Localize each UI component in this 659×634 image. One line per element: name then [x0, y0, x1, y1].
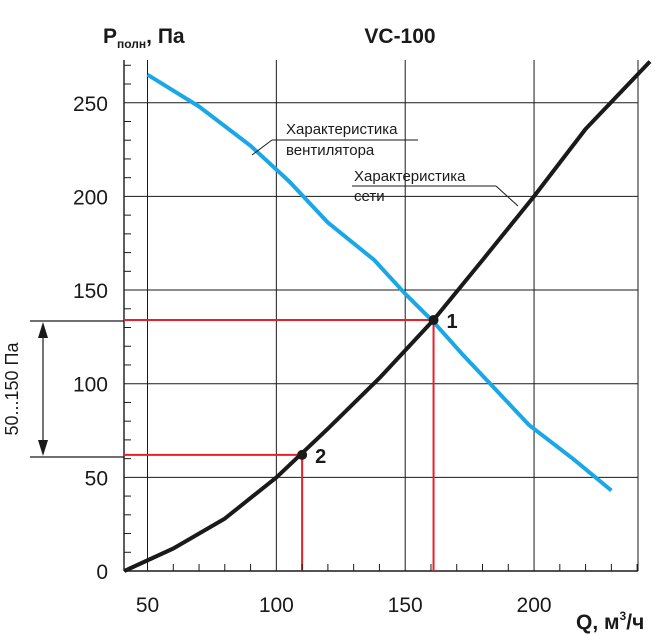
- range-arrow-down: [38, 440, 48, 456]
- network-curve-label: Характеристика сети: [354, 168, 470, 205]
- fan-curve-line: [146, 72, 613, 493]
- fan-curve-label-line2: вентилятора: [286, 142, 375, 159]
- range-arrow-up: [38, 322, 48, 338]
- range-label: 50...150 Па: [2, 342, 22, 436]
- y-axis-label-unit: , Па: [146, 25, 185, 48]
- y-tick-label: 200: [73, 186, 108, 209]
- y-tick-label: 50: [85, 467, 108, 490]
- x-axis-label: Q, м3/ч: [576, 609, 644, 634]
- operating-point-marker: [297, 449, 308, 460]
- x-tick-label: 50: [136, 594, 159, 617]
- network-curve-line: [123, 60, 652, 573]
- network-curve-label-line2: сети: [354, 188, 385, 205]
- operating-point-label: 2: [315, 446, 326, 468]
- y-tick-label: 100: [73, 374, 108, 397]
- chart-title: VC-100: [364, 25, 435, 48]
- x-axis-label-unit: /ч: [626, 611, 644, 634]
- x-tick-label: 100: [259, 594, 294, 617]
- y-axis-label-main: P: [103, 25, 117, 48]
- y-tick-label: 0: [96, 561, 108, 584]
- x-axis-label-main: Q, м: [576, 611, 620, 634]
- fan-label-leader: [251, 139, 273, 156]
- y-axis-label: Pполн, Па: [103, 25, 185, 51]
- operating-point-label: 1: [447, 311, 458, 333]
- x-tick-label: 200: [517, 594, 552, 617]
- network-curve-label-line1: Характеристика: [354, 168, 466, 185]
- operating-point-marker: [428, 315, 439, 326]
- y-axis-label-sub: полн: [117, 37, 146, 51]
- y-tick-label: 150: [73, 280, 108, 303]
- x-axis-label-sup: 3: [620, 609, 627, 623]
- fan-curve-label-line1: Характеристика: [286, 121, 398, 138]
- x-tick-label: 150: [388, 594, 423, 617]
- fan-curve-label: Характеристика вентилятора: [286, 121, 402, 159]
- y-tick-label: 250: [73, 93, 108, 116]
- network-label-leader: [495, 185, 519, 207]
